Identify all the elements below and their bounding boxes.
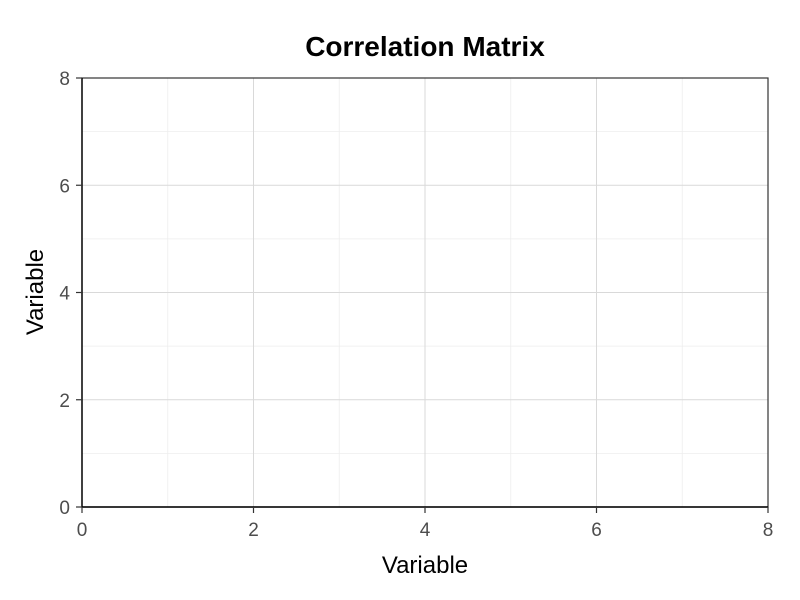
x-tick-label: 8 (763, 520, 774, 541)
chart-title: Correlation Matrix (305, 31, 545, 62)
x-axis-label: Variable (382, 552, 468, 579)
y-tick-label: 8 (59, 69, 70, 90)
y-tick-label: 6 (59, 176, 70, 197)
y-tick-label: 4 (59, 284, 70, 305)
y-axis-label: Variable (22, 249, 49, 335)
y-axis-ticks: 0 2 4 6 8 (59, 69, 82, 519)
major-gridlines (81, 77, 769, 508)
y-tick-label: 0 (59, 498, 70, 519)
x-axis-ticks: 0 2 4 6 8 (77, 507, 774, 541)
x-tick-label: 0 (77, 520, 88, 541)
y-tick-label: 2 (59, 391, 70, 412)
x-tick-label: 6 (591, 520, 602, 541)
x-tick-label: 2 (248, 520, 259, 541)
x-tick-label: 4 (420, 520, 431, 541)
